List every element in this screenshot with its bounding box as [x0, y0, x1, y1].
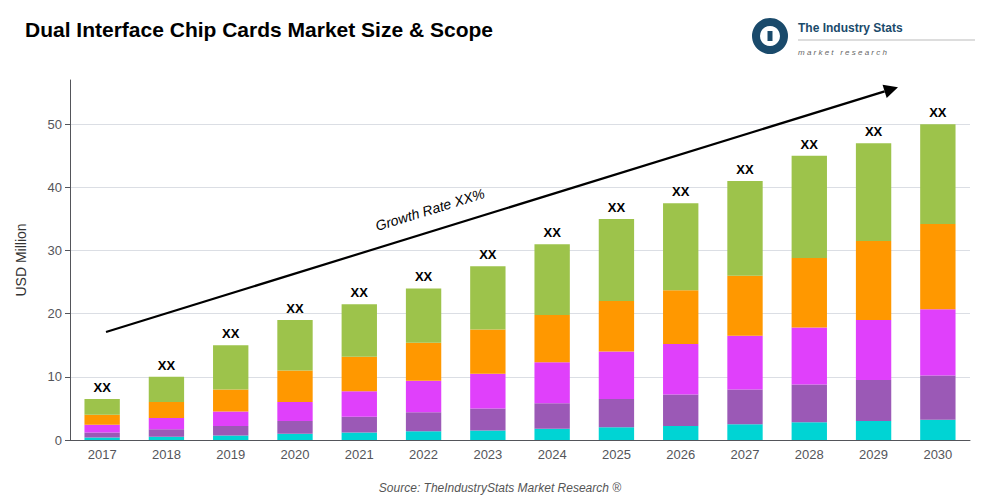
svg-text:XX: XX [158, 358, 176, 373]
svg-text:XX: XX [865, 124, 883, 139]
svg-text:XX: XX [93, 380, 111, 395]
svg-text:XX: XX [479, 247, 497, 262]
svg-text:2021: 2021 [345, 447, 374, 462]
svg-text:20: 20 [48, 306, 62, 321]
svg-text:2030: 2030 [923, 447, 952, 462]
svg-text:XX: XX [929, 105, 947, 120]
svg-text:2028: 2028 [795, 447, 824, 462]
svg-text:XX: XX [801, 137, 819, 152]
svg-text:2026: 2026 [666, 447, 695, 462]
svg-text:XX: XX [222, 326, 240, 341]
svg-text:2024: 2024 [538, 447, 567, 462]
svg-text:2020: 2020 [281, 447, 310, 462]
svg-text:2025: 2025 [602, 447, 631, 462]
svg-text:Source: TheIndustryStats Marke: Source: TheIndustryStats Market Research… [379, 481, 621, 495]
svg-text:2019: 2019 [216, 447, 245, 462]
svg-text:30: 30 [48, 243, 62, 258]
svg-text:2029: 2029 [859, 447, 888, 462]
svg-text:USD Million: USD Million [13, 223, 29, 296]
svg-text:10: 10 [48, 369, 62, 384]
svg-text:2017: 2017 [88, 447, 117, 462]
svg-text:50: 50 [48, 117, 62, 132]
svg-text:0: 0 [55, 433, 62, 448]
svg-text:XX: XX [543, 225, 561, 240]
svg-text:40: 40 [48, 180, 62, 195]
svg-text:2018: 2018 [152, 447, 181, 462]
svg-text:XX: XX [286, 301, 304, 316]
svg-text:XX: XX [736, 162, 754, 177]
svg-text:2027: 2027 [731, 447, 760, 462]
svg-text:m a r k e t r e s e a r c h: m a r k e t r e s e a r c h [798, 48, 887, 57]
svg-text:XX: XX [415, 269, 433, 284]
svg-text:2022: 2022 [409, 447, 438, 462]
svg-text:XX: XX [608, 200, 626, 215]
svg-text:Dual Interface Chip Cards Mark: Dual Interface Chip Cards Market Size & … [25, 18, 493, 41]
svg-text:XX: XX [672, 184, 690, 199]
svg-text:Growth Rate XX%: Growth Rate XX% [373, 185, 486, 234]
svg-text:XX: XX [351, 285, 369, 300]
svg-text:The Industry Stats: The Industry Stats [798, 21, 903, 35]
svg-text:2023: 2023 [473, 447, 502, 462]
